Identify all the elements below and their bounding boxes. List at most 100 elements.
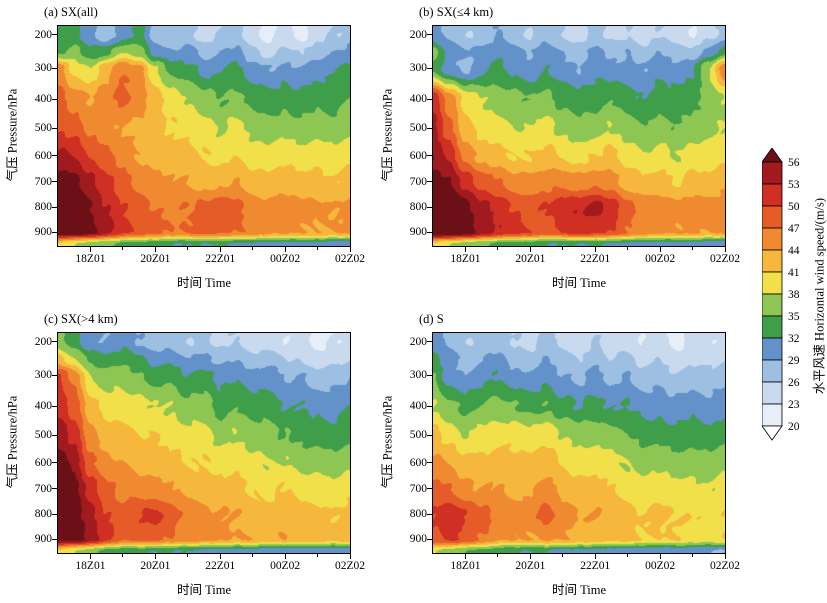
x-tick-label: 18Z01 (450, 560, 481, 572)
x-tick-label: 20Z01 (515, 253, 546, 265)
colorbar-tick-label: 44 (788, 245, 800, 257)
x-tick-label: 02Z02 (709, 253, 741, 265)
y-tick-mark (427, 98, 432, 100)
colorbar-tick-label: 53 (788, 179, 800, 191)
y-tick-mark (52, 405, 57, 407)
y-tick-mark (52, 231, 57, 233)
y-tick-mark (427, 155, 432, 157)
x-tick-label: 00Z02 (270, 560, 301, 572)
colorbar-tick-label: 38 (788, 289, 800, 301)
x-tick-mark (349, 247, 351, 252)
y-tick-label: 900 (34, 226, 52, 239)
colorbar-scale: 56 53 50 47 44 41 38 35 32 29 26 23 20 (761, 147, 800, 441)
y-tick-label: 400 (34, 400, 52, 413)
x-minor-tick-mark (317, 247, 319, 250)
y-tick-mark (427, 538, 432, 540)
panel-a-title: (a) SX(all) (44, 5, 98, 19)
x-tick-mark (154, 247, 156, 252)
y-tick-label: 500 (409, 429, 427, 442)
y-tick-label: 300 (409, 369, 427, 382)
colorbar-under-triangle (761, 425, 783, 441)
y-tick-mark (52, 513, 57, 515)
y-tick-label: 800 (409, 508, 427, 521)
x-tick-mark (349, 554, 351, 559)
x-minor-tick-mark (317, 554, 319, 557)
x-tick-mark (594, 554, 596, 559)
colorbar-tick-label: 23 (788, 399, 800, 411)
y-tick-mark (52, 98, 57, 100)
colorbar-tick-label: 29 (788, 355, 800, 367)
y-tick-label: 900 (409, 533, 427, 546)
x-tick-mark (284, 554, 286, 559)
panel-b-title: (b) SX(≤4 km) (419, 5, 494, 19)
colorbar-title: 水平风速 Horizontal wind speed/(m/s) (812, 197, 827, 395)
y-tick-label: 200 (34, 335, 52, 348)
panel-a-contour-canvas (58, 26, 350, 246)
x-tick-label: 18Z01 (75, 560, 106, 572)
y-tick-label: 400 (409, 400, 427, 413)
y-tick-mark (52, 181, 57, 183)
colorbar-tick-label: 56 (788, 157, 800, 169)
x-tick-label: 00Z02 (645, 560, 676, 572)
x-tick-mark (89, 247, 91, 252)
y-tick-label: 700 (34, 175, 52, 188)
x-tick-mark (464, 247, 466, 252)
y-tick-label: 700 (409, 175, 427, 188)
y-tick-mark (427, 67, 432, 69)
x-tick-label: 20Z01 (140, 253, 171, 265)
y-tick-label: 900 (409, 226, 427, 239)
panel-c-x-axis-label: 时间 Time (176, 583, 232, 597)
panel-a-plot-frame (57, 25, 351, 247)
panel-c: (c) SX(>4 km) 时间 Time 气压 Pressure/hPa 20… (6, 312, 366, 597)
panel-d-contour-canvas (433, 333, 725, 553)
colorbar-segment (761, 315, 783, 339)
y-tick-label: 800 (34, 201, 52, 214)
y-tick-label: 300 (34, 369, 52, 382)
y-tick-label: 300 (409, 62, 427, 75)
x-minor-tick-mark (497, 554, 499, 557)
y-tick-mark (427, 127, 432, 129)
colorbar-tick-label: 35 (788, 311, 800, 323)
colorbar-segment (761, 359, 783, 383)
colorbar: 56 53 50 47 44 41 38 35 32 29 26 23 20 (761, 147, 827, 444)
y-tick-label: 700 (34, 482, 52, 495)
x-minor-tick-mark (692, 247, 694, 250)
panel-b-x-axis-label: 时间 Time (551, 276, 607, 290)
panel-c-contour-canvas (58, 333, 350, 553)
x-tick-label: 18Z01 (450, 253, 481, 265)
y-tick-label: 600 (34, 149, 52, 162)
x-tick-label: 18Z01 (75, 253, 106, 265)
y-tick-mark (427, 434, 432, 436)
colorbar-segment (761, 271, 783, 295)
y-tick-label: 400 (34, 93, 52, 106)
x-tick-label: 00Z02 (270, 253, 301, 265)
y-tick-label: 600 (34, 456, 52, 469)
panel-c-plot-frame (57, 332, 351, 554)
panel-c-title: (c) SX(>4 km) (44, 312, 118, 326)
x-tick-label: 02Z02 (334, 560, 366, 572)
colorbar-segment (761, 293, 783, 317)
y-tick-mark (427, 341, 432, 343)
x-tick-mark (154, 554, 156, 559)
x-tick-mark (284, 247, 286, 252)
x-tick-label: 22Z01 (580, 253, 611, 265)
y-tick-mark (427, 405, 432, 407)
colorbar-tick-label: 20 (788, 421, 800, 433)
x-tick-label: 20Z01 (515, 560, 546, 572)
x-minor-tick-mark (187, 247, 189, 250)
y-tick-label: 500 (409, 122, 427, 135)
y-tick-label: 600 (409, 149, 427, 162)
colorbar-segment (761, 249, 783, 273)
x-tick-mark (724, 247, 726, 252)
x-tick-mark (659, 554, 661, 559)
panel-d-x-axis-label: 时间 Time (551, 583, 607, 597)
panel-b-plot-frame (432, 25, 726, 247)
panel-a: (a) SX(all) 时间 Time 气压 Pressure/hPa 200 3… (6, 5, 366, 290)
panel-a-x-axis-label: 时间 Time (176, 276, 232, 290)
y-tick-mark (427, 34, 432, 36)
y-tick-mark (427, 206, 432, 208)
y-tick-label: 500 (34, 429, 52, 442)
y-tick-mark (52, 341, 57, 343)
y-tick-label: 400 (409, 93, 427, 106)
y-tick-mark (427, 374, 432, 376)
